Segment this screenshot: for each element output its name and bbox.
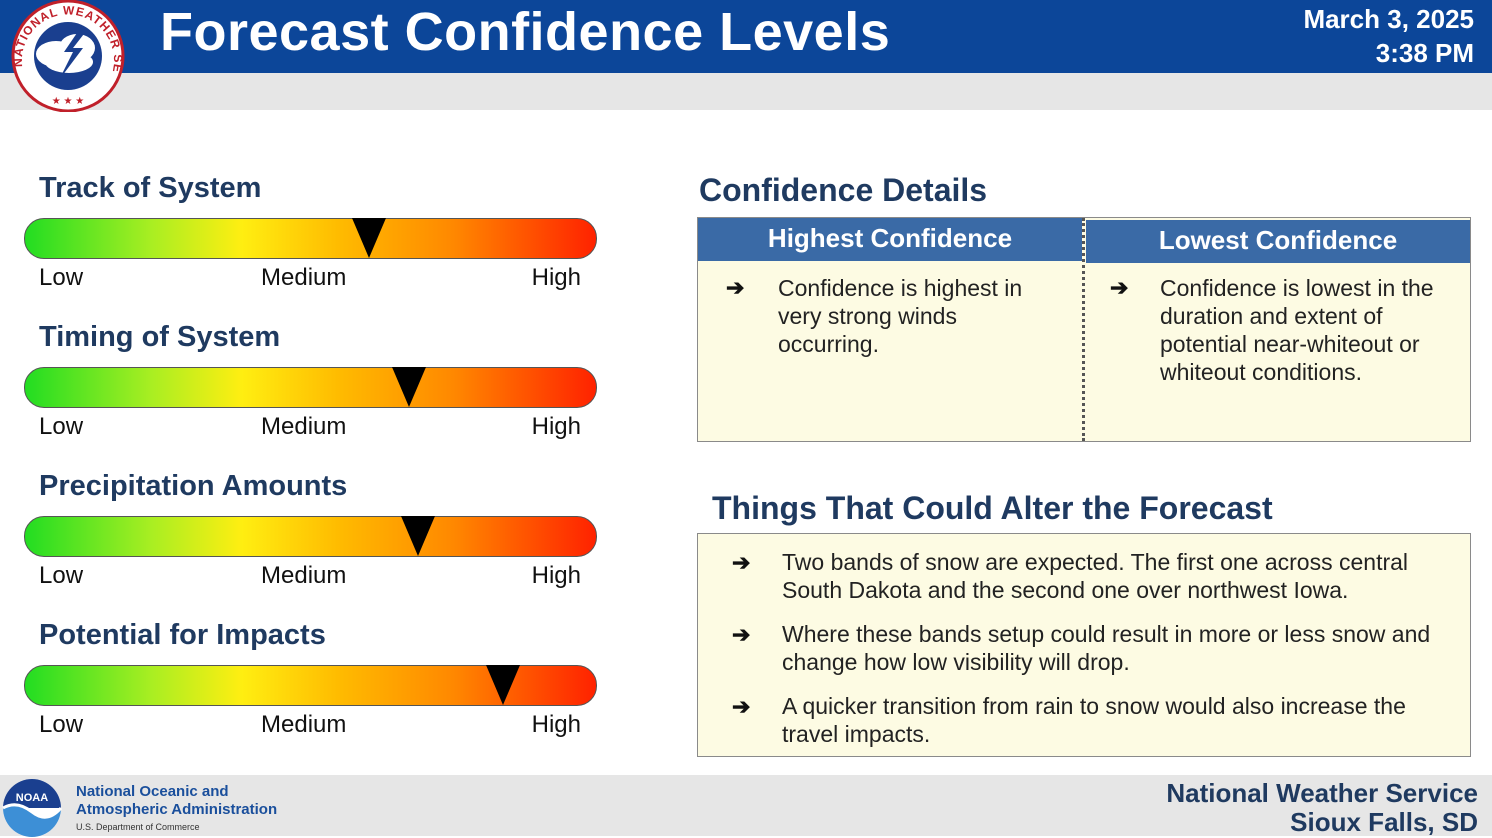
gauge-title: Track of System: [39, 172, 262, 204]
office-line1: National Weather Service: [1166, 778, 1478, 808]
gauge-label-low: Low: [39, 562, 84, 589]
highest-confidence-header: Highest Confidence: [698, 218, 1082, 261]
alter-item: A quicker transition from rain to snow w…: [782, 693, 1406, 747]
office-name: National Weather Service Sioux Falls, SD: [1166, 779, 1478, 837]
datetime: March 3, 2025 3:38 PM: [1303, 2, 1474, 70]
office-line2: Sioux Falls, SD: [1290, 807, 1478, 837]
arrow-icon: ➔: [732, 622, 751, 647]
page-title: Forecast Confidence Levels: [160, 2, 891, 62]
gauge-title: Precipitation Amounts: [39, 470, 348, 502]
gauge-label-high: High: [531, 711, 581, 738]
gauge-title: Potential for Impacts: [39, 619, 326, 651]
noaa-name: National Oceanic and Atmospheric Adminis…: [76, 783, 277, 819]
highest-confidence-item: Confidence is highest in very strong win…: [778, 275, 1023, 357]
lowest-confidence-item: Confidence is lowest in the duration and…: [1160, 275, 1434, 385]
confidence-table: Highest Confidence Lowest Confidence ➔ C…: [697, 217, 1471, 442]
gauge-label-medium: Medium: [261, 711, 347, 738]
alter-item: Where these bands setup could result in …: [782, 621, 1431, 675]
date-text: March 3, 2025: [1303, 4, 1474, 34]
svg-text:★ ★ ★: ★ ★ ★: [52, 96, 84, 107]
footer-bar: [0, 775, 1492, 836]
gauge-title: Timing of System: [39, 321, 281, 353]
arrow-icon: ➔: [732, 694, 751, 719]
gauge-marker-icon: [351, 218, 386, 258]
noaa-name-line2: Atmospheric Administration: [76, 801, 278, 818]
confidence-gauge-bar: [24, 218, 597, 259]
gauge-label-low: Low: [39, 264, 84, 291]
arrow-icon: ➔: [732, 550, 751, 575]
gauge-label-medium: Medium: [261, 562, 347, 589]
header-subbar: [0, 73, 1492, 110]
confidence-gauge-bar: [24, 665, 597, 706]
lowest-confidence-header: Lowest Confidence: [1086, 220, 1470, 263]
noaa-logo-icon: NOAA: [2, 779, 62, 837]
header-bar: [0, 0, 1492, 73]
confidence-gauge-bar: [24, 367, 597, 408]
alter-forecast-title: Things That Could Alter the Forecast: [712, 490, 1273, 526]
gauge-label-low: Low: [39, 413, 84, 440]
gauge-marker-icon: [486, 665, 521, 705]
gauge-label-medium: Medium: [261, 264, 347, 291]
gauge-label-medium: Medium: [261, 413, 347, 440]
arrow-icon: ➔: [1110, 275, 1129, 300]
confidence-gauge-bar: [24, 516, 597, 557]
gauge-label-high: High: [531, 264, 581, 291]
noaa-name-line1: National Oceanic and: [76, 783, 229, 800]
confidence-title: Confidence Details: [699, 172, 988, 208]
time-text: 3:38 PM: [1375, 38, 1474, 68]
gauge-marker-icon: [400, 516, 435, 556]
column-divider: [1082, 218, 1086, 441]
noaa-department: U.S. Department of Commerce: [76, 822, 200, 832]
nws-logo-icon: NATIONAL WEATHER SERVICE ★ ★ ★: [9, 0, 125, 112]
gauge-label-high: High: [531, 413, 581, 440]
gauge-label-low: Low: [39, 711, 84, 738]
noaa-logo-text: NOAA: [16, 792, 48, 804]
gauge-marker-icon: [391, 367, 426, 407]
arrow-icon: ➔: [726, 275, 745, 300]
alter-forecast-box: ➔ Two bands of snow are expected. The fi…: [697, 533, 1471, 757]
gauge-label-high: High: [531, 562, 581, 589]
alter-item: Two bands of snow are expected. The firs…: [782, 549, 1409, 603]
